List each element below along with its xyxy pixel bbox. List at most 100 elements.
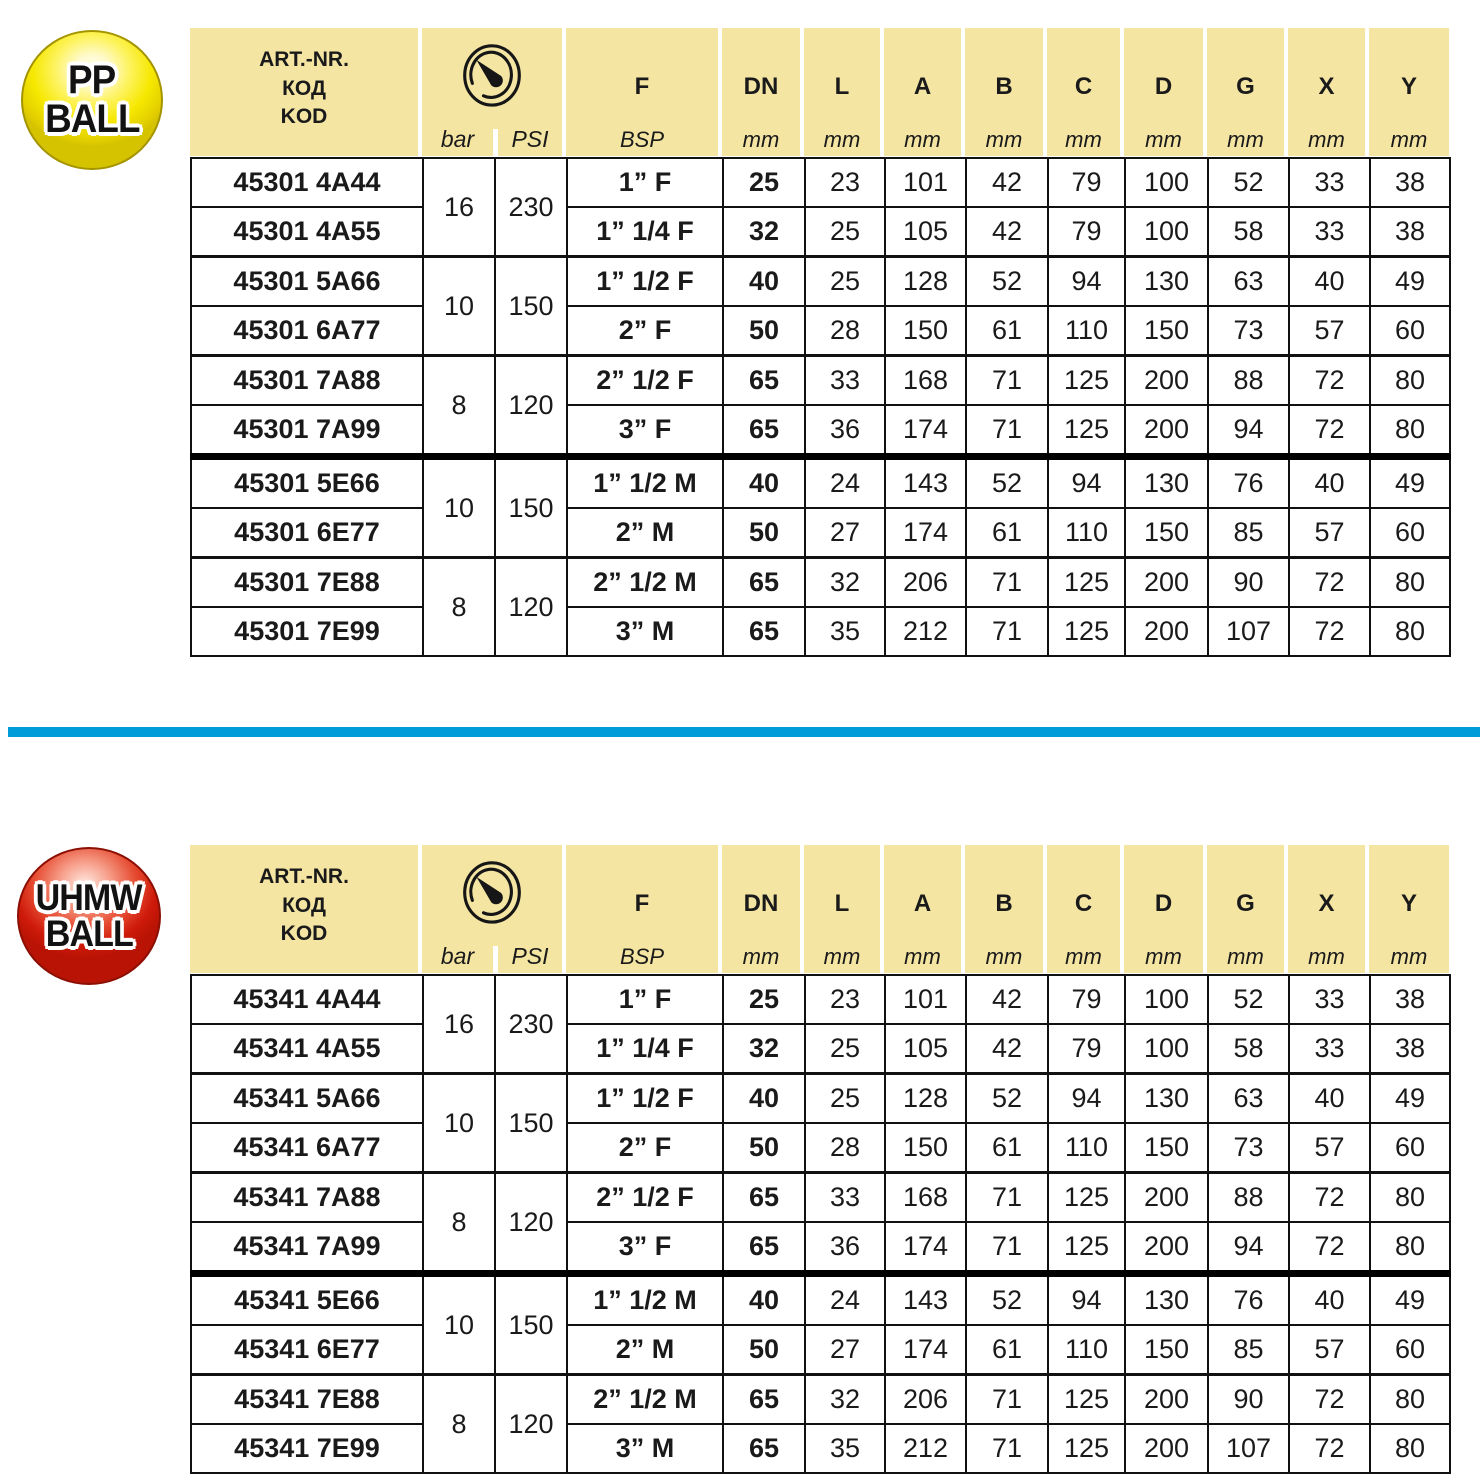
thread-size-cell: 2” 1/2 F (566, 354, 724, 405)
dn-cell: 50 (722, 305, 806, 356)
dim-a-cell: 150 (884, 305, 967, 356)
column-unit-label: mm (985, 127, 1023, 152)
dim-c-cell: 125 (1047, 404, 1126, 457)
dim-c-cell: 79 (1047, 1023, 1126, 1074)
dim-g-cell: 73 (1207, 1122, 1290, 1173)
dim-l-cell: 28 (804, 1122, 886, 1173)
dim-a-cell: 105 (884, 1023, 967, 1074)
dim-a-cell: 143 (884, 1270, 967, 1325)
dim-a-cell: 174 (884, 1324, 967, 1375)
dim-l-cell: 35 (804, 606, 886, 656)
thread-size-cell: 2” F (566, 1122, 724, 1173)
thread-size-cell: 1” 1/2 F (566, 255, 724, 306)
dim-b-cell: 42 (965, 1023, 1049, 1074)
thread-size-cell: 3” F (566, 1221, 724, 1274)
dim-b-cell: 61 (965, 1122, 1049, 1173)
spec-table-pp: 45301 4A44 16 230 1” F 25 23 101 42 79 100 52 33 38 4… (190, 157, 1451, 657)
dim-l-cell: 33 (804, 354, 886, 405)
dim-l-cell: 24 (804, 453, 886, 508)
dn-cell: 50 (722, 1122, 806, 1173)
dim-y-cell: 80 (1369, 354, 1451, 405)
dim-x-cell: 72 (1288, 1171, 1371, 1222)
dim-x-cell: 57 (1288, 1122, 1371, 1173)
article-number-cell: 45301 4A44 (190, 158, 424, 207)
dn-cell: 65 (722, 1221, 806, 1274)
dim-d-cell: 100 (1124, 1023, 1209, 1074)
dim-l-cell: 32 (804, 556, 886, 607)
dim-g-cell: 73 (1207, 305, 1290, 356)
thread-size-cell: 2” F (566, 305, 724, 356)
table-row: 45301 7E88 8 120 2” 1/2 M 65 32 206 71 125 200 90 7… (190, 556, 1451, 656)
article-number-cell: 45301 7A99 (190, 404, 424, 457)
dim-g-cell: 107 (1207, 1423, 1290, 1473)
article-number-cell: 45341 6E77 (190, 1324, 424, 1375)
dim-a-cell: 174 (884, 404, 967, 457)
dim-c-cell: 125 (1047, 556, 1126, 607)
dim-c-cell: 94 (1047, 1270, 1126, 1325)
thread-size-cell: 1” 1/2 M (566, 453, 724, 508)
column-unit-label: mm (985, 944, 1023, 969)
dim-g-cell: 63 (1207, 1072, 1290, 1123)
table-row: 45301 4A44 16 230 1” F 25 23 101 42 79 100 52 33 38 (190, 158, 1451, 257)
dim-g-cell: 88 (1207, 354, 1290, 405)
column-unit-label: mm (1390, 127, 1428, 152)
uhmw-ball-badge: UHMW BALL (17, 847, 161, 985)
dim-g-cell: 58 (1207, 1023, 1290, 1074)
column-unit-label: mm (1227, 944, 1264, 969)
column-label: B (995, 890, 1013, 917)
dim-y-cell: 38 (1369, 1023, 1451, 1074)
column-unit-label: mm (823, 127, 861, 152)
section-divider-bar (8, 727, 1480, 737)
column-header-DN: DN mm (722, 845, 800, 973)
pressure-psi-cell: 120 (494, 354, 568, 457)
dim-x-cell: 57 (1288, 305, 1371, 356)
dim-a-cell: 105 (884, 206, 967, 257)
pressure-psi-cell: 120 (494, 1171, 568, 1274)
dim-x-cell: 72 (1288, 606, 1371, 656)
pressure-psi-cell: 150 (494, 453, 568, 558)
dim-x-cell: 72 (1288, 404, 1371, 457)
badge-text-line: PP (68, 57, 116, 102)
bar-psi-divider (493, 129, 498, 156)
dim-y-cell: 80 (1369, 556, 1451, 607)
dim-y-cell: 49 (1369, 1072, 1451, 1123)
dim-x-cell: 33 (1288, 975, 1371, 1024)
pressure-psi-cell: 230 (494, 158, 568, 257)
article-number-cell: 45341 5A66 (190, 1072, 424, 1123)
pressure-gauge-icon (463, 861, 521, 924)
dim-l-cell: 28 (804, 305, 886, 356)
pressure-bar-cell: 8 (422, 556, 496, 656)
dim-l-cell: 36 (804, 1221, 886, 1274)
column-label: D (1154, 890, 1173, 917)
dim-b-cell: 42 (965, 975, 1049, 1024)
article-number-cell: 45301 7E99 (190, 606, 424, 656)
dim-x-cell: 72 (1288, 1221, 1371, 1274)
dim-x-cell: 40 (1288, 255, 1371, 306)
dim-y-cell: 80 (1369, 606, 1451, 656)
dim-b-cell: 71 (965, 354, 1049, 405)
dim-c-cell: 110 (1047, 1122, 1126, 1173)
article-number-cell: 45341 4A44 (190, 975, 424, 1024)
table-row: 45341 7A99 3” F 65 36 174 71 125 200 94 72 80 (190, 1221, 1451, 1274)
column-header-F: F BSP (566, 845, 718, 973)
dim-x-cell: 40 (1288, 1072, 1371, 1123)
dim-x-cell: 33 (1288, 206, 1371, 257)
dim-x-cell: 72 (1288, 1423, 1371, 1473)
pressure-gauge-icon (463, 44, 521, 107)
dim-x-cell: 33 (1288, 158, 1371, 207)
dim-d-cell: 200 (1124, 1171, 1209, 1222)
table-row: 45301 6E77 2” M 50 27 174 61 110 150 85 57 60 (190, 507, 1451, 558)
table-row: 45341 5A66 10 150 1” 1/2 F 40 25 128 52 94 130 63 4… (190, 1072, 1451, 1173)
column-label: G (1236, 890, 1255, 917)
column-label: G (1236, 73, 1255, 100)
dim-a-cell: 206 (884, 1373, 967, 1424)
dn-cell: 65 (722, 404, 806, 457)
